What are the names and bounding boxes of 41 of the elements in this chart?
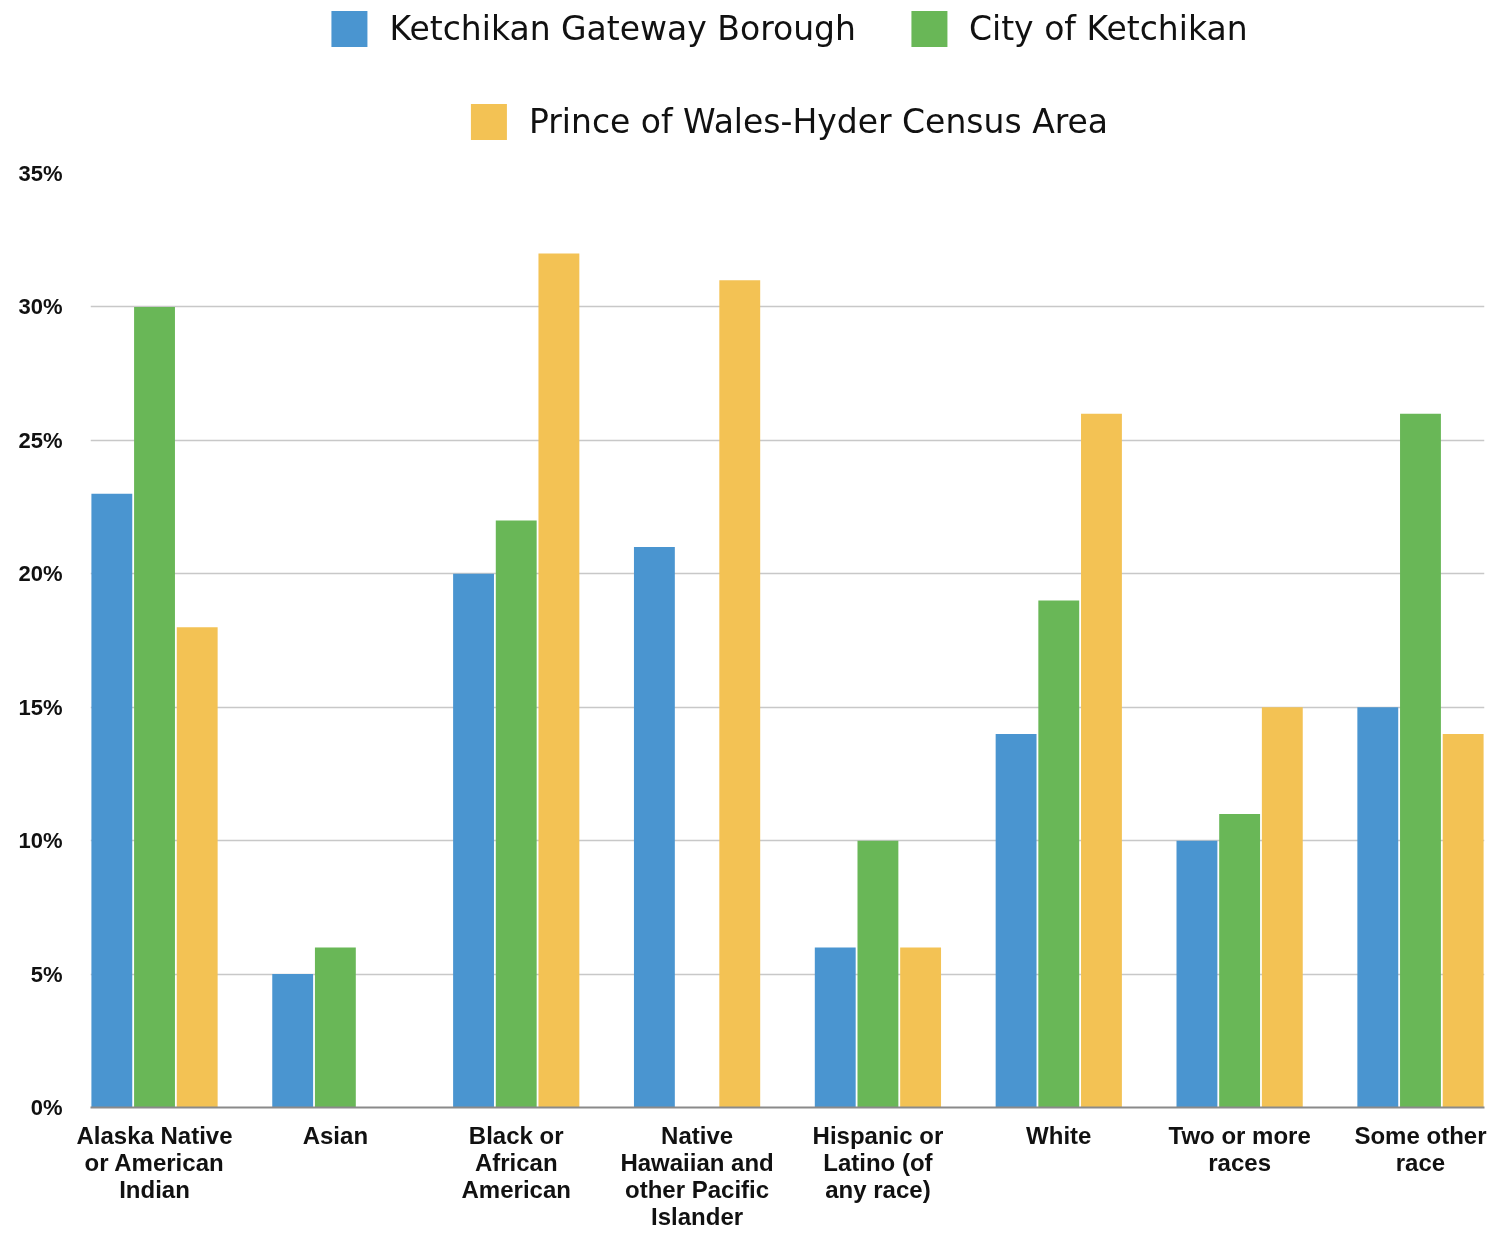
y-tick-label: 30% [18, 294, 63, 320]
bar [633, 547, 675, 1108]
x-tick-label: Some other race [1354, 1121, 1487, 1176]
bar [1176, 840, 1218, 1108]
bar [314, 947, 356, 1108]
bar [814, 947, 856, 1108]
bar [538, 253, 580, 1108]
y-tick-label: 5% [30, 961, 63, 987]
x-tick-label: White [1026, 1121, 1092, 1149]
bar [1400, 413, 1441, 1108]
x-tick-label: Native Hawaiian and other Pacific Islander [620, 1121, 774, 1230]
legend-label: City of Ketchikan [968, 9, 1248, 48]
x-tick-label: Black or African American [461, 1121, 571, 1203]
bar [719, 280, 761, 1108]
bar [453, 573, 494, 1108]
bar [176, 627, 218, 1108]
x-tick-label: Two or more races [1168, 1121, 1311, 1176]
bar [272, 974, 314, 1108]
legend-label: Ketchikan Gateway Borough [389, 9, 856, 48]
y-tick-label: 0% [30, 1095, 63, 1120]
bar [1442, 733, 1484, 1108]
bar [1261, 707, 1303, 1108]
y-tick-label: 25% [18, 427, 63, 453]
y-tick-label: 35% [18, 161, 63, 186]
x-tick-label: Asian [302, 1121, 369, 1149]
x-tick-label: Hispanic or Latino (of any race) [812, 1121, 944, 1203]
bar [495, 520, 537, 1108]
y-tick-label: 10% [18, 828, 63, 854]
y-tick-label: 15% [18, 694, 63, 720]
x-tick-label: Alaska Native or American Indian [76, 1121, 233, 1203]
legend-label: Prince of Wales-Hyder Census Area [528, 102, 1109, 141]
bar [1219, 813, 1261, 1108]
bar [857, 840, 899, 1108]
bar [134, 306, 175, 1108]
y-tick-label: 20% [18, 561, 63, 587]
bar [900, 947, 942, 1108]
bar [91, 493, 133, 1108]
bar [995, 733, 1037, 1108]
bar [1038, 600, 1080, 1108]
bar [1081, 413, 1122, 1108]
bar [1357, 707, 1399, 1108]
